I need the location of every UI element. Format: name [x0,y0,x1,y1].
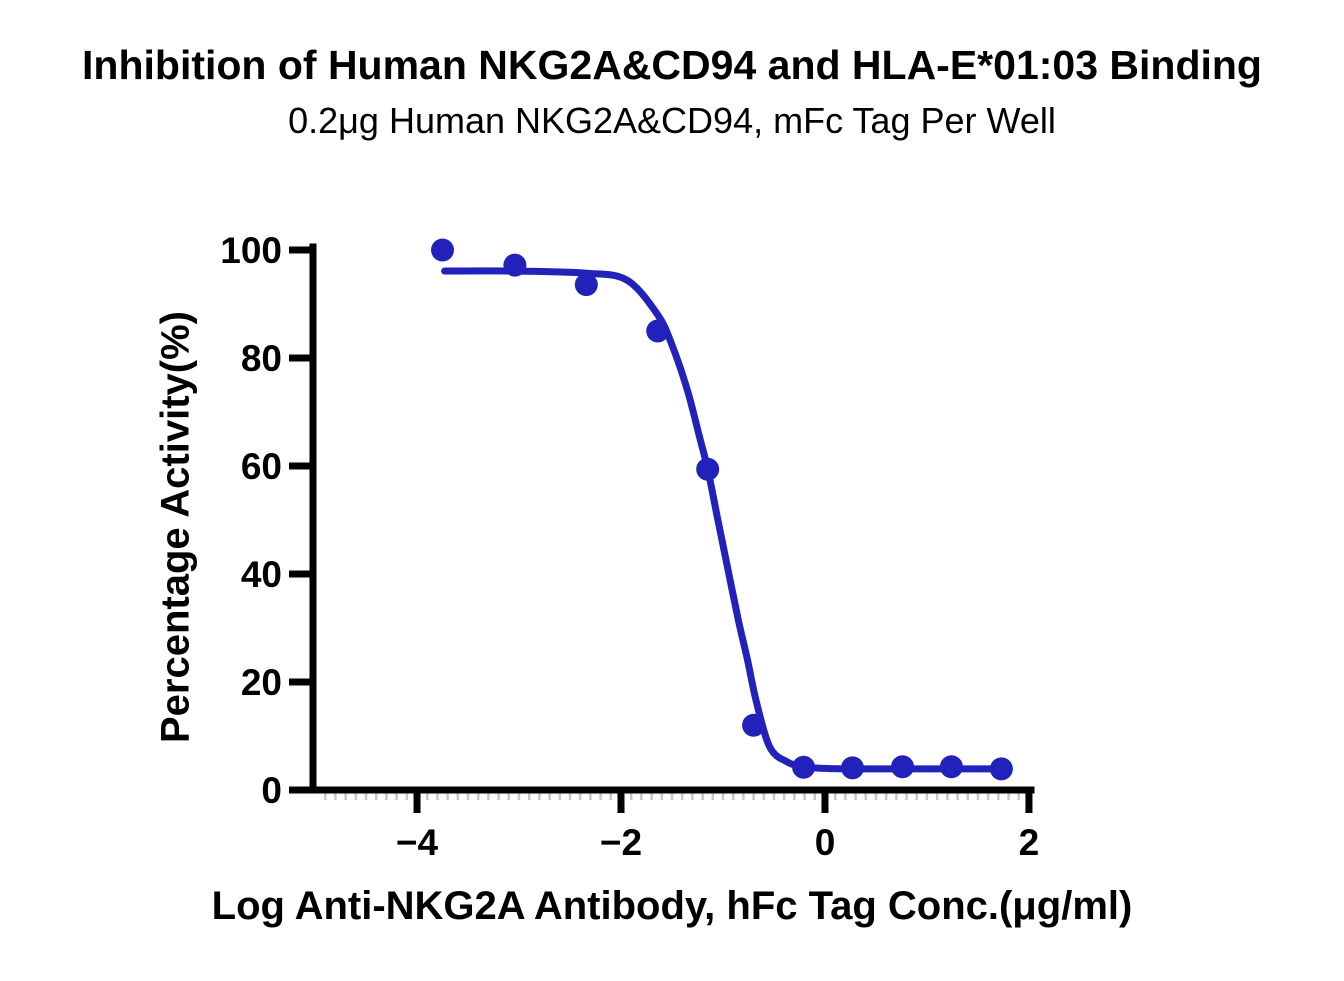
data-point [431,238,454,262]
data-point [503,253,527,277]
data-point [989,757,1013,781]
data-point [939,755,963,779]
y-tick-label: 100 [220,230,282,271]
y-tick-label: 20 [241,662,282,703]
chart-subtitle: 0.2μg Human NKG2A&CD94, mFc Tag Per Well [288,100,1056,141]
data-point [646,319,670,343]
y-tick-label: 60 [241,446,282,487]
fit-curve-line [441,267,1005,773]
data-point [742,713,766,737]
data-point [841,756,864,780]
x-tick-label: 0 [815,822,836,863]
y-tick-label: 80 [241,338,282,379]
x-tick-label: −2 [600,822,642,863]
data-point [574,273,598,297]
data-point [891,755,914,779]
x-axis-label: Log Anti-NKG2A Antibody, hFc Tag Conc.(μ… [211,884,1133,928]
data-point [792,755,816,779]
y-tick-label: 0 [261,770,282,811]
y-tick-label: 40 [241,554,282,595]
x-tick-label: −4 [396,822,439,863]
x-tick-label: 2 [1019,822,1040,863]
data-point [696,457,720,481]
chart-title: Inhibition of Human NKG2A&CD94 and HLA-E… [82,42,1262,88]
